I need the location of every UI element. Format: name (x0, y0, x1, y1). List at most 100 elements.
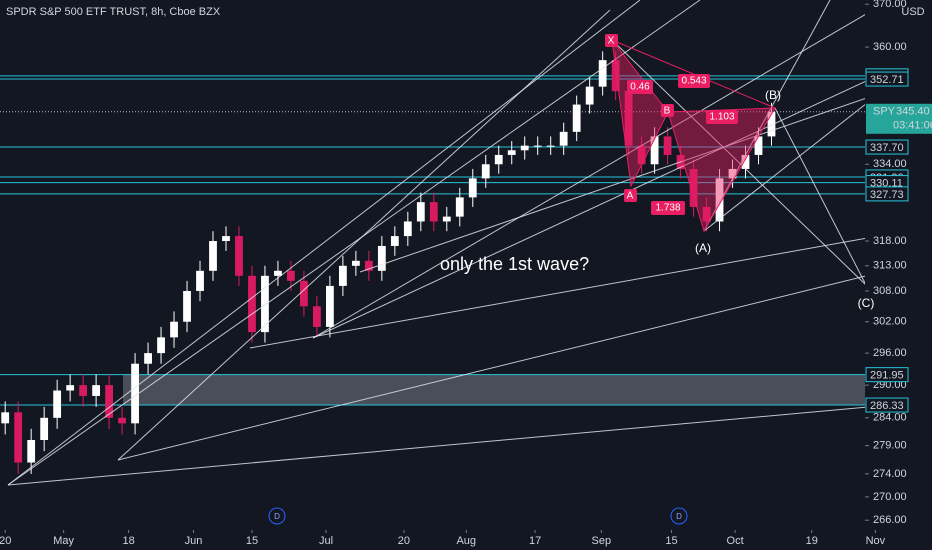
candle-body (364, 260, 373, 271)
dividend-label[interactable]: D (274, 512, 280, 521)
level-label: 327.73 (870, 189, 904, 201)
trendline (7, 0, 701, 486)
candle-body (572, 104, 581, 132)
trendline (312, 0, 891, 339)
y-tick-label: 279.00 (873, 440, 907, 452)
candle-body (131, 363, 139, 424)
dividend-icon[interactable] (268, 507, 286, 525)
y-tick-label: 296.00 (873, 347, 907, 359)
x-tick-label: Oct (727, 535, 744, 547)
dividend-icon[interactable] (670, 507, 688, 525)
label-box (627, 80, 653, 94)
candle-body (702, 206, 711, 222)
candle-body (222, 236, 230, 242)
label-box (706, 110, 738, 124)
price-label: 345.40 (896, 106, 930, 118)
x-tick-label: Jun (185, 535, 203, 547)
candle-body (598, 60, 607, 87)
candle-body (416, 202, 425, 222)
y-tick-label: 360.00 (873, 41, 907, 53)
plot (0, 51, 865, 474)
candle-body (313, 306, 321, 327)
candle-body (144, 353, 152, 364)
x-tick-label: 15 (665, 535, 677, 547)
x-tick-label: Aug (456, 535, 476, 547)
y-tick-label: 274.00 (873, 468, 907, 480)
level-tag (865, 367, 909, 383)
x-tick-label: Sep (592, 535, 612, 547)
candle-body (663, 136, 672, 155)
trendline (7, 0, 641, 486)
candle-body (637, 145, 646, 165)
candle-body (767, 111, 776, 137)
candle-body (455, 197, 464, 217)
trendline (7, 404, 891, 486)
candle-body (170, 321, 178, 338)
candle-body (157, 337, 165, 354)
candle-body (611, 60, 620, 92)
ratio: 0.543 (681, 76, 706, 87)
candle-body (79, 385, 88, 396)
x-tick-label: Jul (319, 535, 333, 547)
candle-body (520, 145, 529, 151)
countdown: 03:41:06 (893, 120, 932, 132)
level-label: 352.71 (870, 74, 904, 86)
candle-body (261, 275, 269, 333)
candle-body (14, 412, 23, 463)
price-axis (865, 0, 932, 550)
candle-body (754, 136, 763, 155)
candle-body (377, 245, 386, 271)
candle-body (183, 290, 191, 322)
label-box (605, 34, 618, 47)
pattern-labels: X A B 0.46 0.543 1.103 1.738 (605, 34, 738, 215)
trendline (774, 107, 867, 286)
chart-title: SPDR S&P 500 ETF TRUST, 8h, Cboe BZX (6, 6, 221, 18)
level-tag (865, 397, 909, 413)
annotation: only the 1st wave? (440, 254, 589, 274)
pattern-point: B (664, 106, 671, 117)
candle-body (650, 136, 659, 165)
y-tick-label: 370.00 (873, 0, 907, 10)
y-tick-label: 308.00 (873, 285, 907, 297)
drawings (7, 0, 891, 486)
candle-body (442, 216, 451, 222)
candle-body (728, 168, 737, 179)
label-box (624, 189, 637, 202)
label-box (651, 201, 685, 215)
candle-body (533, 145, 542, 147)
candle-body (235, 236, 243, 276)
price-tag (866, 103, 932, 134)
candle-body (741, 154, 750, 169)
candle-body (325, 285, 334, 327)
dividend-label[interactable]: D (676, 512, 682, 521)
wave-label: (B) (765, 88, 781, 102)
candle-body (559, 131, 568, 146)
candle-body (351, 260, 360, 266)
ratio: 1.738 (655, 203, 680, 214)
candle-body (546, 145, 555, 147)
level-label: 291.95 (870, 370, 904, 382)
trendline (117, 269, 891, 461)
trendline (117, 9, 611, 461)
x-tick-label: 20 (398, 535, 410, 547)
label-box (661, 104, 674, 117)
candle-body (624, 91, 633, 146)
candle-body (429, 202, 438, 222)
candle-body (338, 265, 347, 286)
candle-body (494, 154, 503, 165)
pattern-xab (611, 38, 669, 188)
label-box (678, 74, 710, 88)
x-tick-label: 17 (529, 535, 541, 547)
candle-body (300, 280, 308, 307)
candle-body (53, 390, 62, 418)
pattern-point: X (608, 36, 615, 47)
candle-body (507, 150, 516, 155)
pattern-point: A (627, 191, 634, 202)
y-tick-label: 318.00 (873, 235, 907, 247)
level-tag (865, 139, 909, 155)
candle-body (105, 385, 113, 418)
candle-body (40, 417, 49, 441)
candle-body (274, 270, 282, 276)
x-tick-label: May (53, 535, 74, 547)
zone (123, 374, 865, 406)
